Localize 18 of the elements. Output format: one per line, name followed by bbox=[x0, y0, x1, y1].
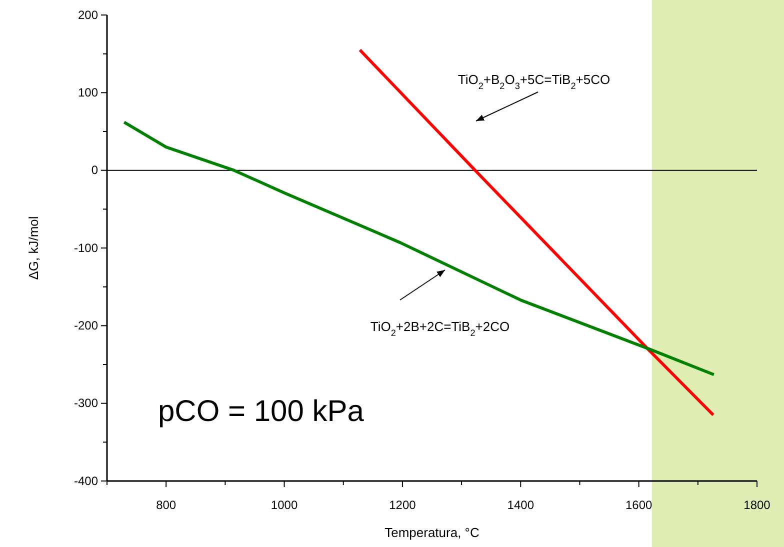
y-tick-label: -200 bbox=[74, 318, 98, 333]
x-tick-label: 800 bbox=[156, 498, 176, 512]
x-tick-label: 1400 bbox=[507, 498, 534, 512]
y-tick-label: 200 bbox=[78, 8, 98, 22]
x-axis-title: Temperatura, °C bbox=[384, 525, 480, 540]
y-axis-title: ΔG, kJ/mol bbox=[26, 216, 41, 280]
x-tick-label: 1600 bbox=[625, 498, 652, 512]
y-tick-label: -100 bbox=[74, 240, 98, 255]
y-tick-label: -300 bbox=[74, 396, 98, 410]
x-tick-label: 1000 bbox=[270, 498, 298, 512]
x-tick-label: 1800 bbox=[744, 498, 771, 512]
annotation: TiO$_{2}$+2B+2C=TiB$_{2}$+2CO bbox=[370, 319, 510, 338]
annotation: pCO = 100 kPa bbox=[158, 395, 364, 428]
text: TiO$_{2}$+B$_{2}$O$_{3}$+5C=TiB$_{2}$+5CO bbox=[458, 72, 610, 91]
y-tick-label: 0 bbox=[91, 163, 98, 178]
x-tick-label: 1200 bbox=[389, 498, 416, 512]
y-tick-label: -400 bbox=[74, 474, 98, 488]
y-tick-label: 100 bbox=[78, 86, 98, 100]
